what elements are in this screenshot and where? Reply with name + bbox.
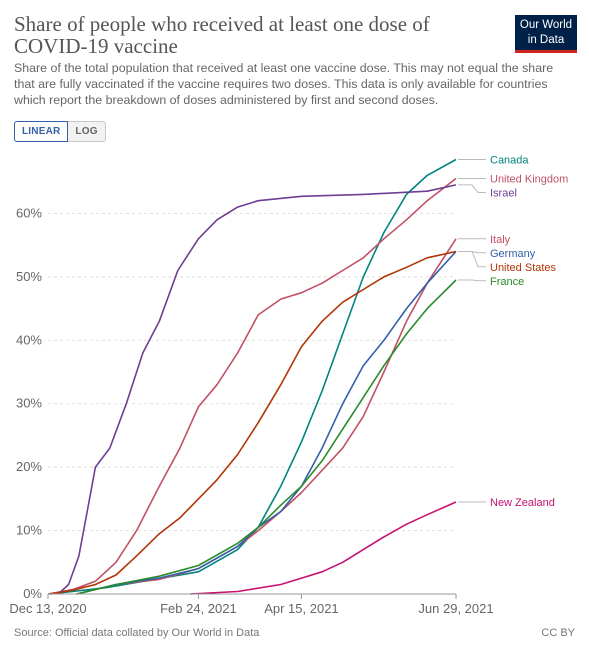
series-lines: [47, 158, 457, 595]
y-tick-label: 60%: [16, 205, 42, 220]
grid-lines: [48, 212, 456, 532]
logo-line-2: in Data: [527, 34, 565, 46]
label-connector-france: [458, 279, 486, 282]
series-label-united-states: United States: [490, 262, 557, 274]
x-tick-label: Apr 15, 2021: [264, 601, 338, 616]
chart-title: Share of people who received at least on…: [14, 12, 430, 58]
label-connector-united-states: [458, 251, 486, 268]
x-tick-label: Jun 29, 2021: [418, 601, 493, 616]
series-line-united-states: [49, 250, 457, 595]
y-tick-label: 50%: [16, 269, 42, 284]
series-label-canada: Canada: [490, 155, 529, 167]
series-line-canada: [50, 158, 457, 595]
x-tick-label: Feb 24, 2021: [160, 601, 237, 616]
y-tick-label: 40%: [16, 332, 42, 347]
series-line-france: [76, 279, 457, 595]
y-tick-label: 10%: [16, 523, 42, 538]
log-scale-button[interactable]: LOG: [68, 121, 106, 142]
y-tick-label: 20%: [16, 459, 42, 474]
series-line-new-zealand: [190, 501, 457, 595]
series-line-germany: [76, 250, 457, 595]
owid-logo[interactable]: Our World in Data: [515, 15, 577, 53]
license-link[interactable]: CC BY: [541, 627, 575, 639]
source-note[interactable]: Source: Official data collated by Our Wo…: [14, 627, 260, 639]
y-tick-label: 0%: [23, 586, 42, 601]
series-line-italy: [76, 238, 457, 595]
series-label-italy: Italy: [490, 234, 511, 246]
y-tick-label: 30%: [16, 396, 42, 411]
label-connector-israel: [458, 184, 486, 193]
series-label-france: France: [490, 276, 524, 288]
chart-subtitle: Share of the total population that recei…: [14, 61, 554, 107]
series-label-new-zealand: New Zealand: [490, 497, 555, 509]
logo-line-1: Our World: [519, 19, 573, 31]
series-label-israel: Israel: [490, 188, 517, 200]
series-line-united-kingdom: [47, 177, 457, 595]
series-labels: Canada United Kingdom Israel Italy Germany Un…: [458, 155, 568, 509]
axes: 0% 10% 20% 30% 40% 50% 60% Dec 13, 2020 Feb 24, …: [9, 205, 493, 616]
logo-accent-bar: [515, 50, 577, 53]
series-line-israel: [57, 184, 457, 595]
linear-scale-button[interactable]: LINEAR: [14, 121, 69, 142]
series-label-germany: Germany: [490, 248, 536, 260]
series-label-united-kingdom: United Kingdom: [490, 174, 568, 186]
line-chart: 0% 10% 20% 30% 40% 50% 60% Dec 13, 2020 Feb 24, …: [9, 155, 568, 616]
x-tick-label: Dec 13, 2020: [9, 601, 86, 616]
scale-toggle: LINEAR LOG: [14, 121, 106, 142]
